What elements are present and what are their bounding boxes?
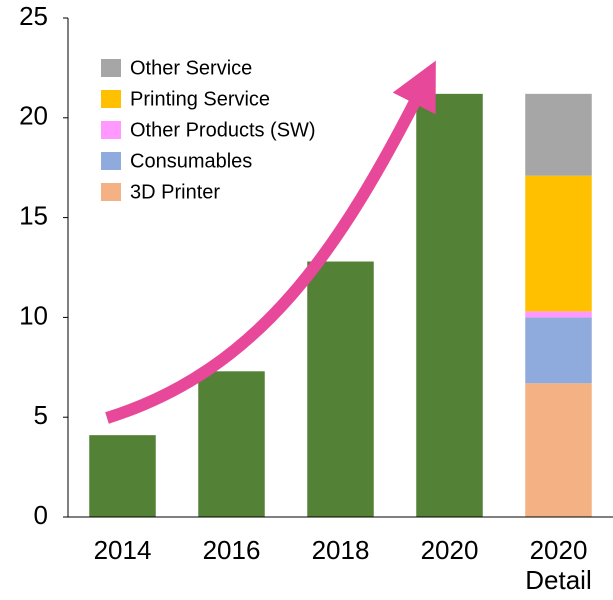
legend-swatch [101,183,121,201]
x-tick-label: 2020 [420,535,479,565]
legend-swatch [101,121,121,139]
stacked-bar-segment [525,383,592,517]
legend-label: Other Service [130,57,252,79]
y-tick-label: 25 [19,1,48,31]
legend-label: 3D Printer [130,181,220,203]
x-tick-label: 2018 [311,535,370,565]
y-tick-label: 0 [34,500,48,530]
y-tick-label: 15 [19,200,48,230]
stacked-bar-segment [525,93,592,176]
stacked-bar-segment [525,311,592,318]
legend-swatch [101,59,121,77]
y-tick-label: 5 [34,400,48,430]
stacked-bar-segment [525,175,592,312]
bar [416,93,483,518]
bar [89,435,156,517]
legend-label: Other Products (SW) [130,119,316,141]
legend-swatch [101,90,121,108]
legend-label: Consumables [130,150,252,172]
y-tick-label: 10 [19,300,48,330]
trend-arrow [105,60,436,424]
x-tick-label: 2020 Detail [525,535,592,595]
bar [198,371,265,517]
x-tick-label: 2014 [93,535,152,565]
legend-swatch [101,152,121,170]
x-tick-label: 2016 [202,535,261,565]
bar [307,261,374,517]
y-tick-label: 20 [19,101,48,131]
marks [89,93,592,518]
legend-label: Printing Service [130,88,270,110]
stacked-bar-segment [525,317,592,384]
